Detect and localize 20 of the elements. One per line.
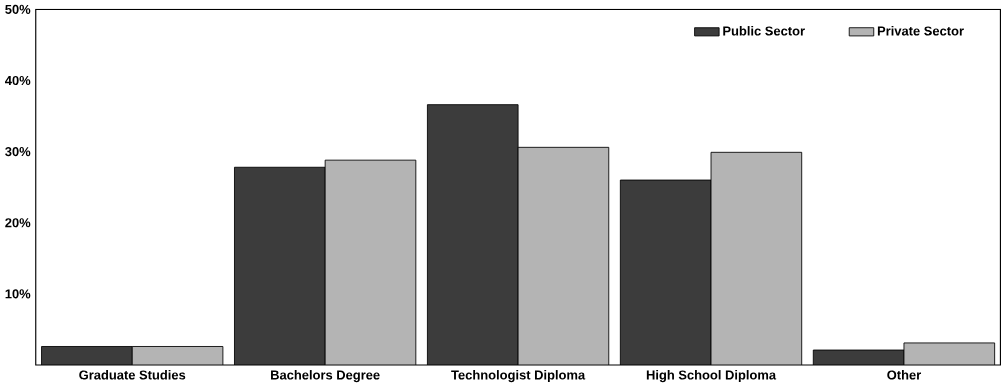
bar [132,346,223,365]
x-tick-label: Technologist Diploma [451,370,586,383]
y-tick-label: 10% [5,289,31,299]
y-tick-label: 40% [5,75,31,86]
bar [234,167,326,365]
bar [41,346,133,365]
bar [427,104,519,365]
bar [325,160,416,365]
y-tick-label: 30% [5,147,31,157]
bar [518,147,609,365]
x-tick-label: Graduate Studies [79,370,186,380]
y-tick-label: 50% [5,4,31,14]
bar [620,180,712,365]
legend-label: Public Sector [723,26,805,36]
x-tick-label: High School Diploma [646,370,777,383]
bar [711,152,802,365]
legend-label: Private Sector [877,26,964,36]
y-tick-label: 20% [5,218,31,228]
x-tick-label: Other [887,370,922,380]
x-tick-label: Bachelors Degree [271,370,380,383]
